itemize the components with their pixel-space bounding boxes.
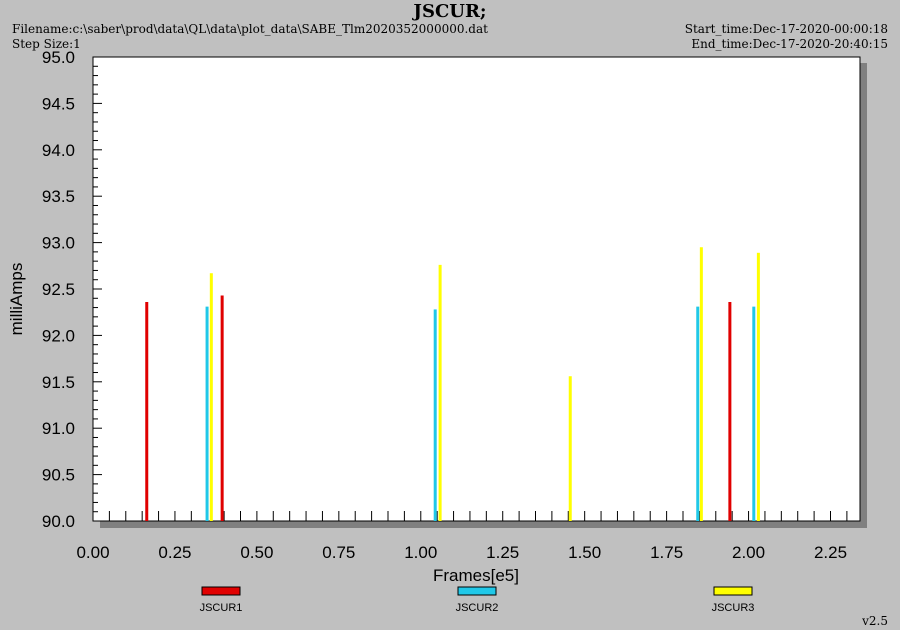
y-tick-label: 94.0 bbox=[42, 141, 75, 160]
bar-jscur3 bbox=[756, 252, 760, 522]
bar-jscur1 bbox=[220, 295, 224, 521]
bar-jscur1 bbox=[728, 301, 732, 521]
legend: JSCUR1 JSCUR2 JSCUR3 bbox=[200, 586, 755, 614]
legend-label: JSCUR3 bbox=[712, 602, 755, 614]
y-tick-label: 92.0 bbox=[42, 326, 75, 345]
y-tick-label: 94.5 bbox=[42, 94, 75, 113]
bar-jscur2 bbox=[433, 309, 437, 521]
x-tick-label: 2.25 bbox=[814, 543, 847, 562]
bar-jscur3 bbox=[438, 264, 442, 521]
chart-title: JSCUR; bbox=[413, 1, 487, 22]
y-tick-label: 93.0 bbox=[42, 234, 75, 253]
bar-jscur3 bbox=[209, 273, 213, 521]
y-tick-label: 92.5 bbox=[42, 280, 75, 299]
bar-jscur2 bbox=[205, 306, 209, 521]
x-tick-label: 0.50 bbox=[240, 543, 273, 562]
y-axis-label: milliAmps bbox=[7, 263, 26, 336]
start-time-label: Start_time:Dec-17-2020-00:00:18 bbox=[684, 22, 888, 36]
end-time-label: End_time:Dec-17-2020-20:40:15 bbox=[691, 37, 888, 51]
bar-jscur1 bbox=[145, 301, 149, 521]
x-axis-label: Frames[e5] bbox=[433, 566, 519, 585]
filename-label: Filename:c:\saber\prod\data\QL\data\plot… bbox=[12, 22, 488, 36]
version-label: v2.5 bbox=[862, 614, 888, 628]
y-tick-label: 93.5 bbox=[42, 187, 75, 206]
x-tick-label: 0.25 bbox=[158, 543, 191, 562]
y-tick-label: 91.0 bbox=[42, 419, 75, 438]
bar-jscur3 bbox=[699, 247, 703, 522]
bar-jscur3 bbox=[568, 376, 572, 521]
bar-layer bbox=[145, 247, 760, 522]
bar-jscur2 bbox=[696, 306, 700, 521]
y-tick-label: 95.0 bbox=[42, 48, 75, 67]
x-tick-label: 0.00 bbox=[76, 543, 109, 562]
x-tick-label: 1.50 bbox=[568, 543, 601, 562]
x-tick-label: 1.75 bbox=[650, 543, 683, 562]
legend-swatch bbox=[201, 586, 241, 596]
legend-swatch bbox=[457, 586, 497, 596]
x-tick-label: 0.75 bbox=[322, 543, 355, 562]
y-tick-label: 91.5 bbox=[42, 373, 75, 392]
step-size-label: Step Size:1 bbox=[12, 37, 81, 51]
x-tick-label: 1.25 bbox=[486, 543, 519, 562]
x-tick-label: 1.00 bbox=[404, 543, 437, 562]
y-tick-label: 90.5 bbox=[42, 466, 75, 485]
bar-jscur2 bbox=[752, 306, 756, 521]
x-tick-label: 2.00 bbox=[732, 543, 765, 562]
legend-swatch bbox=[713, 586, 753, 596]
y-axis: 90.0 90.5 91.0 91.5 92.0 92.5 93.0 93.5 94.0 94.5… bbox=[42, 48, 102, 531]
legend-label: JSCUR1 bbox=[200, 602, 243, 614]
y-tick-label: 90.0 bbox=[42, 512, 75, 531]
legend-label: JSCUR2 bbox=[456, 602, 499, 614]
